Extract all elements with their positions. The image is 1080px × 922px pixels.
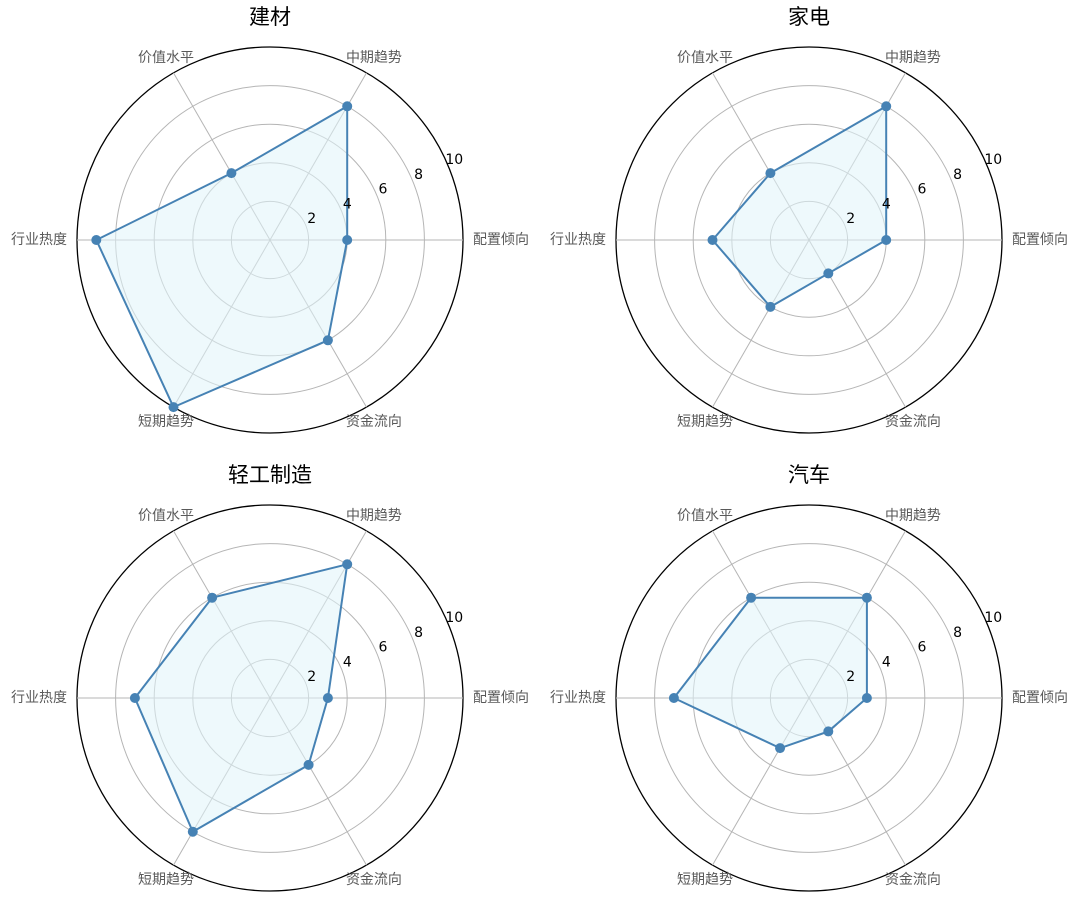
data-point-1: [342, 235, 353, 245]
series-polygon: [133, 563, 349, 833]
r-tick-label: 6: [918, 182, 927, 198]
chart-title: 家电: [788, 5, 830, 29]
axis-label: 配置倾向: [1012, 232, 1068, 248]
data-point-1: [322, 693, 333, 703]
axis-label: 中期趋势: [885, 508, 941, 524]
data-point-2: [881, 101, 892, 112]
axis-label: 资金流向: [346, 872, 402, 888]
axis-label: 短期趋势: [138, 414, 194, 430]
axis-label: 资金流向: [885, 872, 941, 888]
axis-label: 配置倾向: [473, 232, 529, 248]
r-tick-label: 6: [379, 640, 388, 656]
data-point-5: [765, 301, 776, 312]
axis-label: 资金流向: [885, 414, 941, 430]
axis-label: 行业热度: [550, 690, 606, 706]
data-point-5: [168, 402, 179, 413]
r-tick-label: 4: [343, 654, 352, 670]
chart-title: 轻工制造: [228, 463, 312, 487]
data-point-3: [226, 168, 237, 179]
chart-title: 汽车: [788, 463, 830, 487]
r-tick-label: 2: [846, 669, 855, 685]
axis-label: 中期趋势: [885, 50, 941, 66]
series-polygon: [672, 596, 868, 750]
axis-label: 行业热度: [11, 690, 67, 706]
axis-label: 价值水平: [138, 50, 194, 66]
r-tick-label: 8: [414, 625, 423, 641]
r-tick-label: 8: [414, 167, 423, 183]
data-point-2: [342, 559, 353, 570]
axis-label: 中期趋势: [346, 508, 402, 524]
axis-label: 价值水平: [138, 508, 194, 524]
axis-label: 短期趋势: [677, 872, 733, 888]
r-tick-label: 10: [445, 152, 463, 168]
data-point-6: [823, 726, 834, 737]
data-point-3: [765, 168, 776, 179]
axis-label: 价值水平: [677, 50, 733, 66]
axis-label: 配置倾向: [473, 690, 529, 706]
data-point-4: [668, 693, 679, 703]
r-tick-label: 6: [918, 640, 927, 656]
data-point-3: [207, 592, 218, 603]
series-polygon: [95, 105, 349, 409]
r-tick-label: 6: [379, 182, 388, 198]
r-tick-label: 4: [882, 654, 891, 670]
r-tick-label: 2: [846, 211, 855, 227]
r-tick-label: 4: [882, 196, 891, 212]
r-tick-label: 8: [953, 167, 962, 183]
data-point-6: [823, 268, 834, 279]
r-tick-label: 8: [953, 625, 962, 641]
axis-label: 中期趋势: [346, 50, 402, 66]
r-tick-label: 2: [307, 669, 316, 685]
data-point-2: [342, 101, 353, 112]
r-tick-label: 2: [307, 211, 316, 227]
axis-label: 行业热度: [550, 232, 606, 248]
axis-label: 短期趋势: [138, 872, 194, 888]
axis-label: 价值水平: [677, 508, 733, 524]
data-point-1: [861, 693, 872, 703]
data-point-5: [187, 826, 198, 837]
data-point-6: [322, 335, 333, 346]
data-point-2: [861, 592, 872, 603]
data-point-4: [707, 235, 718, 245]
data-point-4: [129, 693, 140, 703]
axis-label: 配置倾向: [1012, 690, 1068, 706]
data-point-5: [775, 743, 786, 754]
chart-title: 建材: [249, 5, 291, 29]
r-tick-label: 4: [343, 196, 352, 212]
r-tick-label: 10: [984, 610, 1002, 626]
r-tick-label: 10: [984, 152, 1002, 168]
axis-label: 行业热度: [11, 232, 67, 248]
data-point-6: [303, 759, 314, 770]
data-point-3: [746, 592, 757, 603]
axis-label: 短期趋势: [677, 414, 733, 430]
axis-label: 资金流向: [346, 414, 402, 430]
data-point-4: [91, 235, 102, 245]
series-polygon: [711, 105, 888, 308]
data-point-1: [881, 235, 892, 245]
r-tick-label: 10: [445, 610, 463, 626]
